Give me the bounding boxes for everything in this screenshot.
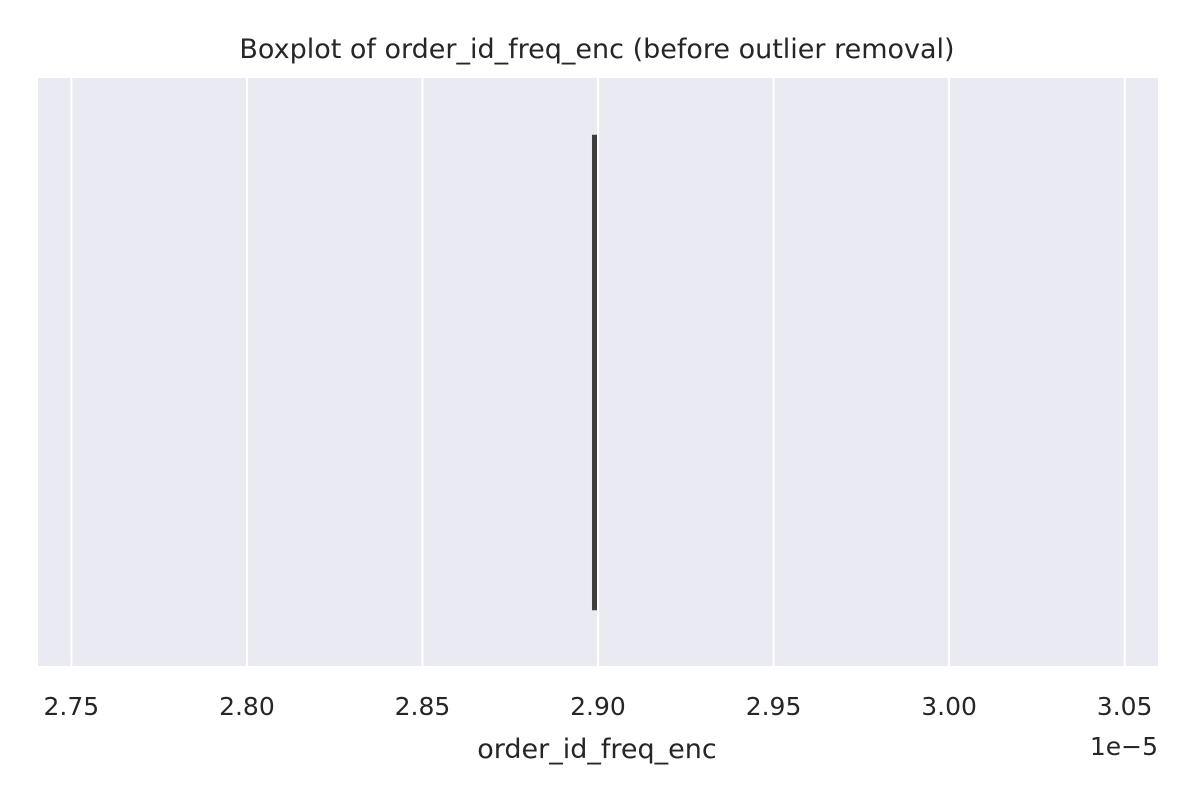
x-axis-offset-text: 1e−5 xyxy=(1090,732,1158,761)
x-tick-label: 3.00 xyxy=(921,692,977,721)
x-axis-ticks: 2.75 2.80 2.85 2.90 2.95 3.00 3.05 xyxy=(44,692,1153,721)
x-tick-label: 2.95 xyxy=(746,692,802,721)
x-tick-label: 2.75 xyxy=(44,692,100,721)
x-tick-label: 2.80 xyxy=(219,692,275,721)
chart-title: Boxplot of order_id_freq_enc (before out… xyxy=(239,34,954,65)
x-tick-label: 3.05 xyxy=(1097,692,1153,721)
grid-lines xyxy=(70,78,1126,666)
x-tick-label: 2.85 xyxy=(395,692,451,721)
box-series xyxy=(591,134,597,611)
x-tick-label: 2.90 xyxy=(570,692,626,721)
x-axis-label: order_id_freq_enc xyxy=(477,734,716,765)
